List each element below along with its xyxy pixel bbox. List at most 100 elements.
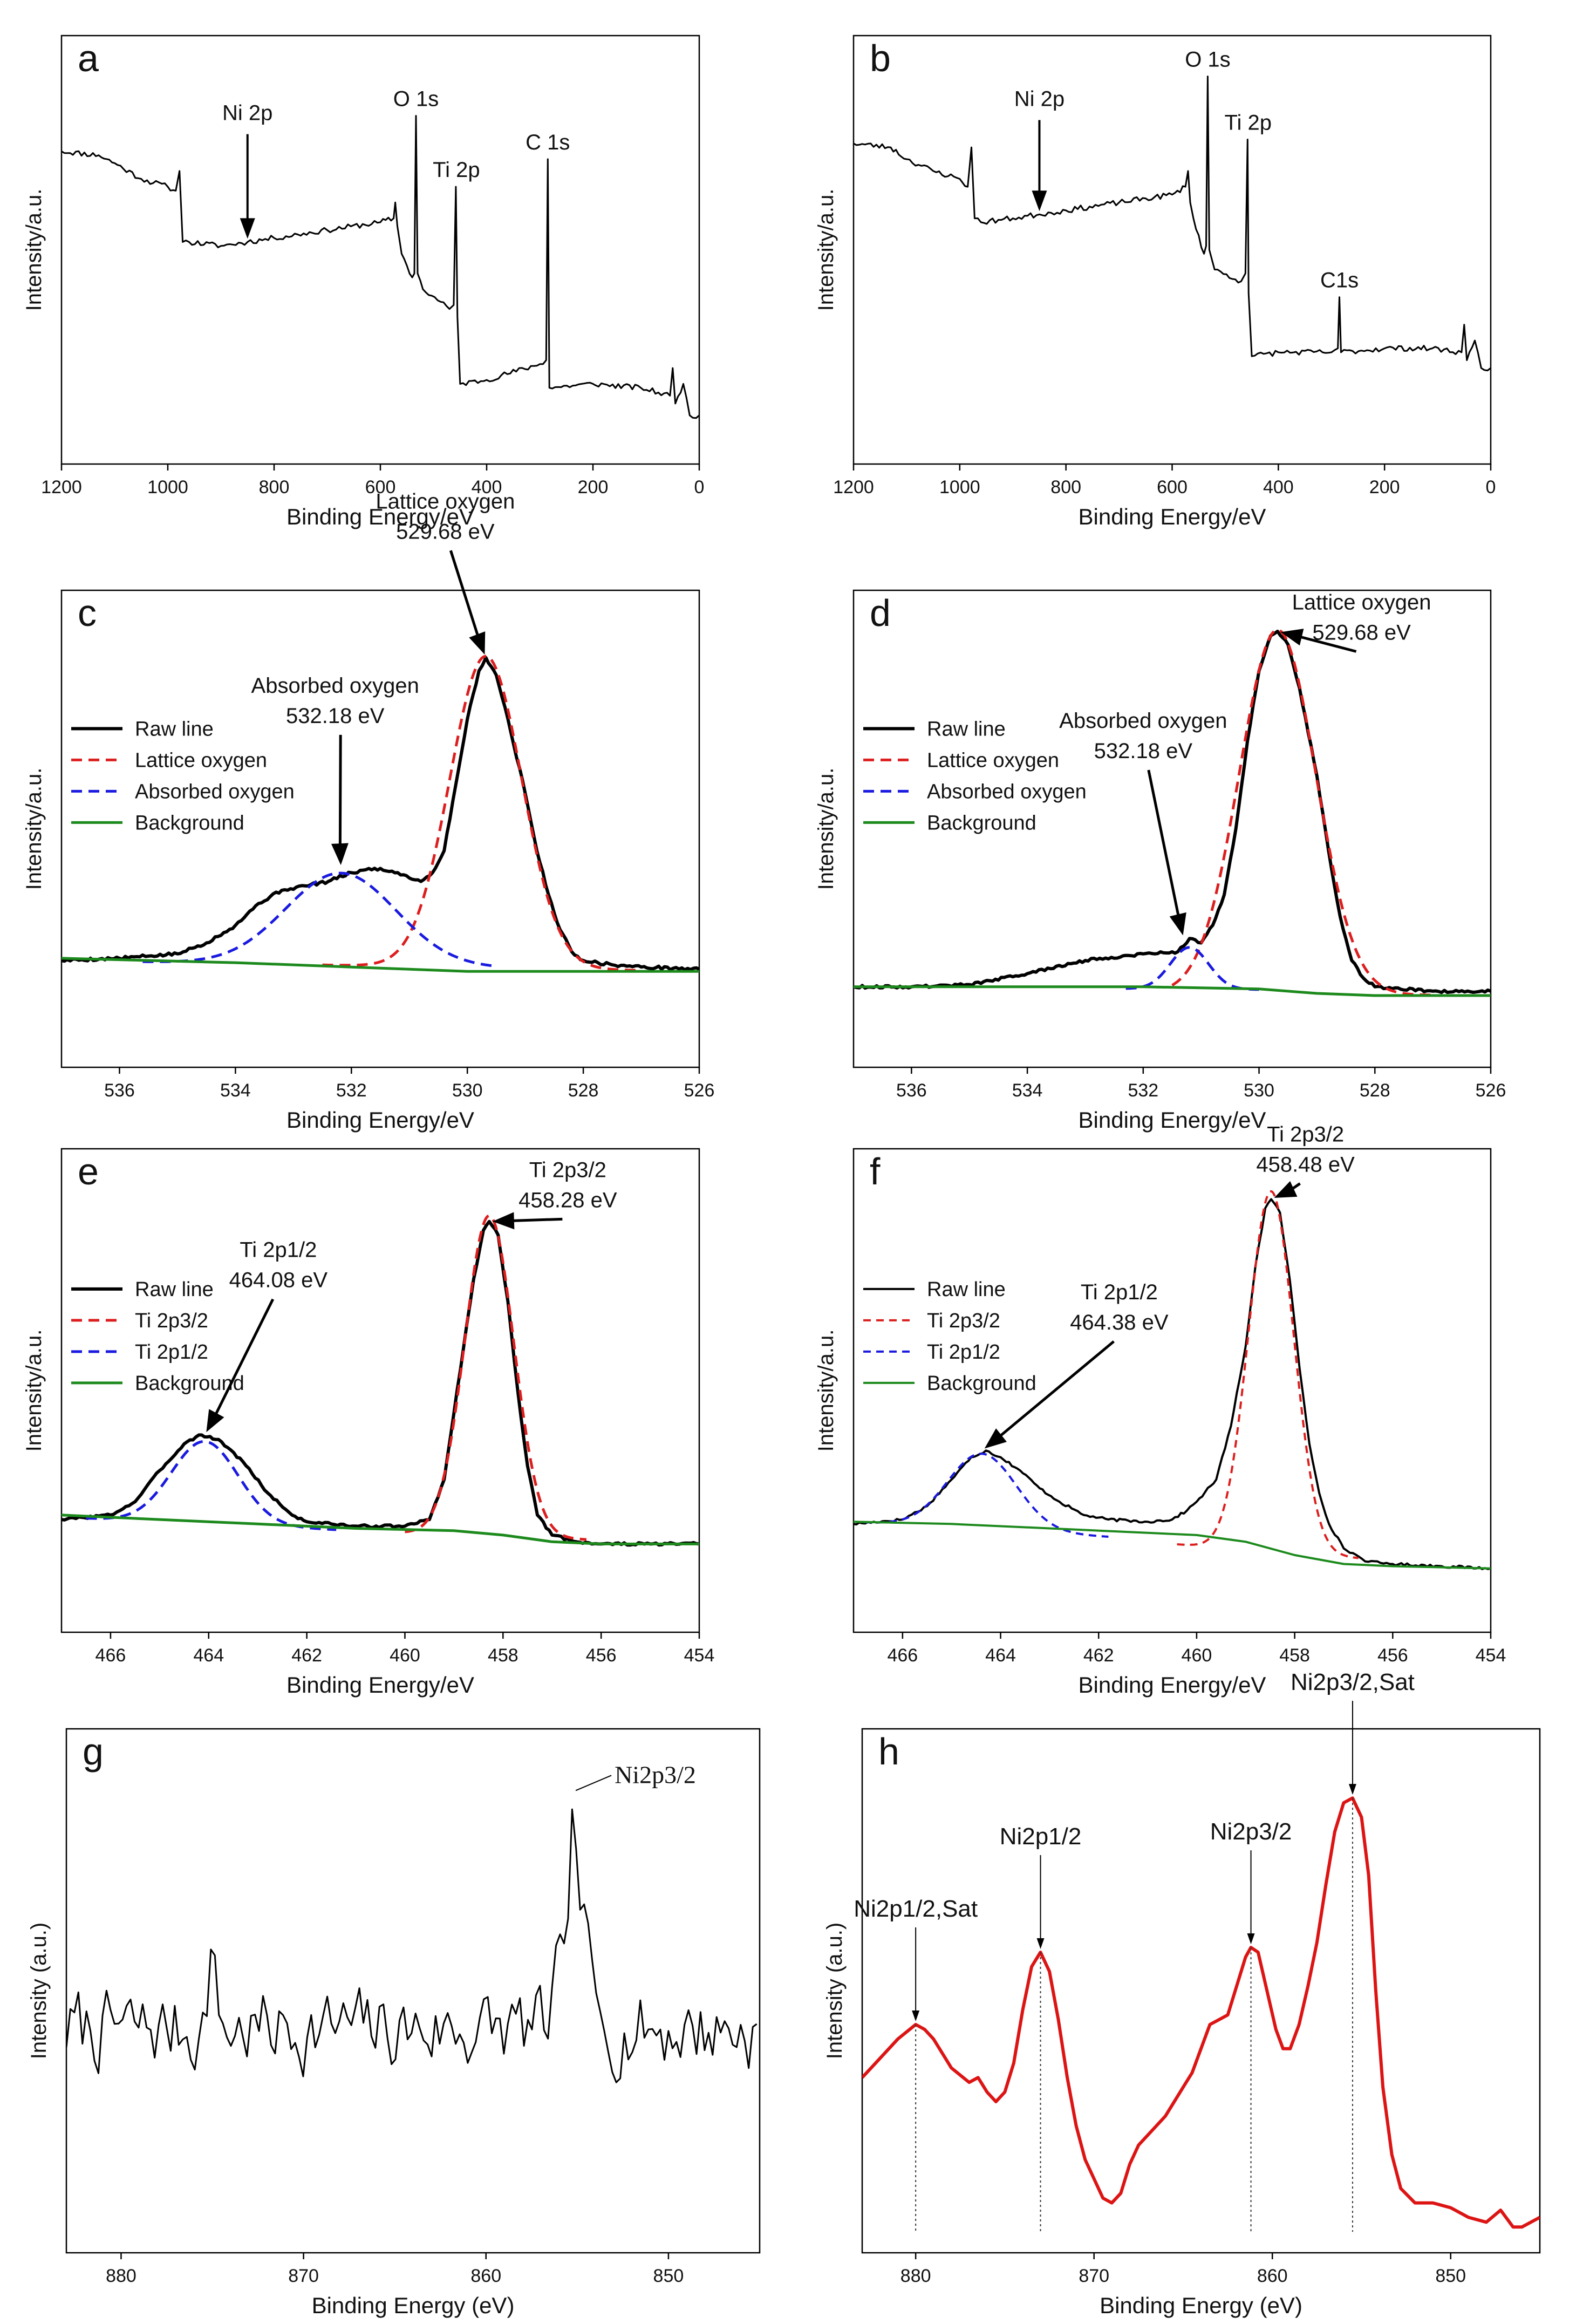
arrow-head <box>240 218 255 239</box>
x-tick-label: 536 <box>896 1080 927 1101</box>
plot-frame <box>65 1728 761 2254</box>
x-tick-label: 530 <box>452 1080 483 1101</box>
legend: Raw line Ti 2p3/2 Ti 2p1/2 Background <box>863 1278 1036 1395</box>
annotation-label: Ti 2p3/2 <box>529 1158 606 1182</box>
annotation-label: 532.18 eV <box>286 704 385 728</box>
annotation-label: 458.28 eV <box>518 1188 617 1212</box>
annotation-leader <box>575 1775 612 1791</box>
panel-letter: g <box>83 1730 104 1773</box>
x-tick-label: 534 <box>1012 1080 1043 1101</box>
y-axis-label: Intensity/a.u. <box>22 1330 46 1452</box>
legend-label: Absorbed oxygen <box>135 780 295 803</box>
x-tick-label: 526 <box>684 1080 715 1101</box>
x-tick-label: 456 <box>1377 1645 1408 1666</box>
y-axis-label: Intensity/a.u. <box>22 768 46 890</box>
x-tick-label: 400 <box>1263 477 1294 497</box>
x-tick-label: 458 <box>488 1645 518 1666</box>
x-tick-label: 530 <box>1244 1080 1274 1101</box>
x-tick-label: 0 <box>694 477 705 497</box>
x-tick-label: 528 <box>1360 1080 1390 1101</box>
plot-frame <box>861 1728 1541 2254</box>
plot-frame <box>60 35 700 465</box>
annotation-label: Ni2p3/2 <box>615 1761 696 1788</box>
arrow-head <box>469 631 486 655</box>
legend: Raw line Lattice oxygen Absorbed oxygen Bac… <box>863 718 1087 834</box>
y-axis-label: Intensity/a.u. <box>814 768 838 890</box>
legend-label: Background <box>135 812 244 834</box>
x-tick-label: 532 <box>336 1080 367 1101</box>
annotation-label: 532.18 eV <box>1094 739 1193 763</box>
x-tick-label: 526 <box>1476 1080 1506 1101</box>
y-axis-label: Intensity/a.u. <box>22 189 46 311</box>
series-line-ti-2p3-2 <box>1177 1190 1359 1559</box>
legend-label: Ti 2p1/2 <box>927 1341 1000 1364</box>
arrow-head <box>331 843 349 865</box>
x-tick-label: 462 <box>291 1645 322 1666</box>
annotation-label: 529.68 eV <box>396 520 495 543</box>
series-line-lattice-oxygen <box>1171 628 1433 997</box>
legend-label: Raw line <box>135 1278 214 1301</box>
x-tick-label: 454 <box>684 1645 715 1666</box>
panel-letter: e <box>78 1150 99 1192</box>
x-tick-label: 200 <box>578 477 609 497</box>
annotation-label: Ti 2p <box>433 158 480 182</box>
y-axis-label: Intensity (a.u.) <box>823 1923 847 2059</box>
legend-label: Absorbed oxygen <box>927 780 1087 803</box>
plot-frame <box>852 35 1492 465</box>
arrow-head <box>1036 1938 1045 1950</box>
annotation-label: O 1s <box>1185 48 1230 72</box>
legend-label: Lattice oxygen <box>135 749 267 772</box>
x-tick-label: 860 <box>1257 2266 1288 2286</box>
x-tick-label: 1000 <box>939 477 980 497</box>
x-tick-label: 850 <box>653 2266 684 2286</box>
annotation-arrow <box>1147 769 1181 920</box>
series-line-ti-2p1-2 <box>863 1453 1109 1538</box>
annotation-label: Absorbed oxygen <box>251 674 419 698</box>
x-tick-label: 460 <box>1182 1645 1212 1666</box>
arrow-head <box>1348 1784 1356 1795</box>
legend-label: Lattice oxygen <box>927 749 1059 772</box>
x-axis-label: Binding Energy/eV <box>1079 1672 1266 1698</box>
panel-letter: h <box>878 1730 899 1773</box>
annotation-label: Lattice oxygen <box>1292 590 1431 614</box>
arrow-head <box>1274 1181 1298 1198</box>
x-axis-label: Binding Energy/eV <box>286 1672 474 1698</box>
panel-letter: c <box>78 592 97 634</box>
x-tick-label: 850 <box>1435 2266 1466 2286</box>
x-tick-label: 880 <box>106 2266 137 2286</box>
x-tick-label: 466 <box>95 1645 126 1666</box>
x-axis-label: Binding Energy/eV <box>1079 1107 1266 1133</box>
annotation-label: Lattice oxygen <box>376 489 515 513</box>
annotation-label: Ni2p1/2 <box>1000 1823 1082 1850</box>
series-line-ni-2p-spectrum <box>66 1808 758 2083</box>
x-tick-label: 532 <box>1128 1080 1158 1101</box>
panel-letter: a <box>78 37 99 79</box>
x-tick-label: 600 <box>365 477 396 497</box>
annotation-arrow <box>1296 635 1357 653</box>
x-tick-label: 534 <box>220 1080 251 1101</box>
y-axis-label: Intensity/a.u. <box>814 1330 838 1452</box>
arrow-head <box>984 1428 1007 1449</box>
plot-frame <box>60 589 700 1068</box>
x-tick-label: 536 <box>104 1080 135 1101</box>
annotation-label: Ni2p3/2 <box>1210 1818 1292 1845</box>
panel-c: 536 534 532 530 528 526 Binding Energy/eV Inten… <box>22 489 714 1133</box>
x-tick-label: 1200 <box>41 477 82 497</box>
annotation-label: Ni 2p <box>1014 87 1065 111</box>
x-tick-label: 460 <box>390 1645 420 1666</box>
annotation-label: Ni2p1/2,Sat <box>854 1896 978 1922</box>
panel-f: 466 464 462 460 458 456 454 Binding Energy/eV In… <box>814 1122 1506 1698</box>
panel-h: 880 870 860 850 Binding Energy (eV) Intensity… <box>823 1669 1541 2318</box>
arrow-head <box>1169 912 1186 936</box>
x-tick-label: 880 <box>900 2266 931 2286</box>
arrow-head <box>912 2011 920 2022</box>
panel-g: 880 870 860 850 Binding Energy (eV) Intensity… <box>27 1728 761 2318</box>
annotation-arrow <box>508 1217 563 1223</box>
arrow-head <box>1280 629 1304 646</box>
series-line-background <box>62 957 699 973</box>
annotation-label: Ti 2p <box>1225 111 1272 134</box>
series-line-raw-line <box>854 1198 1491 1570</box>
series-line-background <box>854 1521 1491 1570</box>
annotation-label: C 1s <box>526 131 570 154</box>
panel-d: 536 534 532 530 528 526 Binding Energy/eV Inten… <box>814 589 1506 1133</box>
